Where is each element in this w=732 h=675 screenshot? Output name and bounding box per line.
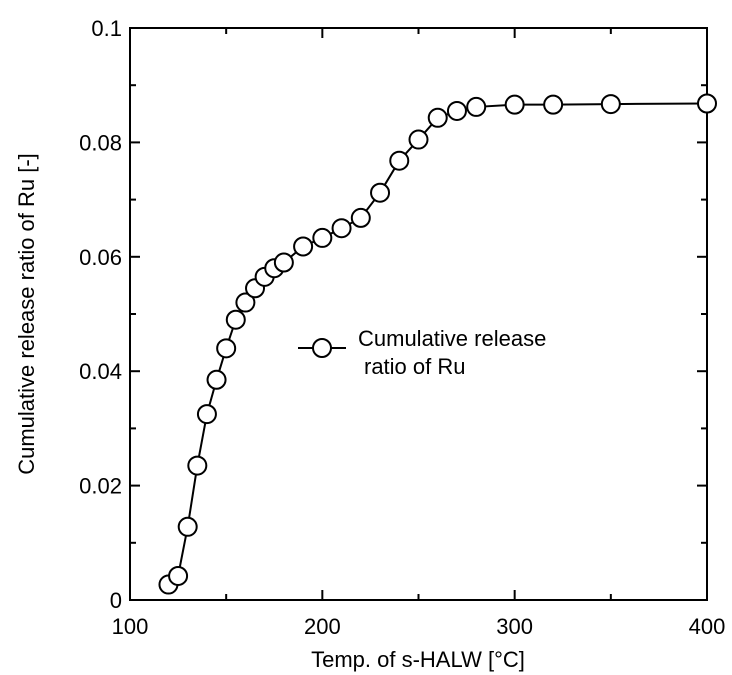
data-point: [177, 516, 198, 537]
data-point: [389, 150, 410, 171]
data-point: [446, 100, 467, 121]
ticks-layer: [129, 27, 708, 601]
y-tick-label: 0.04: [79, 359, 122, 384]
y-tick-label: 0: [110, 588, 122, 613]
x-tick-label: 200: [304, 614, 341, 639]
data-point: [168, 565, 189, 586]
data-point: [312, 227, 333, 248]
data-point: [206, 369, 227, 390]
data-point: [504, 94, 525, 115]
data-point: [350, 207, 371, 228]
y-tick-label: 0.02: [79, 474, 122, 499]
x-tick-label: 100: [112, 614, 149, 639]
data-point: [196, 404, 217, 425]
tick-labels-layer: 100 200 300 400 0 0.02 0.04 0.06 0.08 0.1: [79, 16, 725, 639]
data-point: [293, 236, 314, 257]
plot-frame: [129, 27, 708, 601]
y-axis-title: Cumulative release ratio of Ru [-]: [14, 153, 39, 475]
y-tick-label: 0.06: [79, 245, 122, 270]
data-point: [273, 252, 294, 273]
x-tick-label: 400: [689, 614, 726, 639]
data-point: [216, 338, 237, 359]
x-tick-label: 300: [496, 614, 533, 639]
data-point: [187, 455, 208, 476]
y-tick-label: 0.08: [79, 130, 122, 155]
data-point: [408, 129, 429, 150]
legend-label-line2: ratio of Ru: [364, 354, 466, 379]
x-axis-title: Temp. of s-HALW [°C]: [311, 647, 525, 672]
data-point: [331, 218, 352, 239]
series-layer: [158, 93, 717, 595]
data-point: [225, 309, 246, 330]
legend-label-line1: Cumulative release: [358, 326, 546, 351]
data-point: [370, 182, 391, 203]
legend-marker: [312, 338, 332, 358]
data-point: [543, 94, 564, 115]
data-point: [600, 94, 621, 115]
data-point: [235, 292, 256, 313]
data-point: [697, 93, 717, 114]
y-tick-label: 0.1: [91, 16, 122, 41]
data-point: [466, 96, 487, 117]
data-point: [427, 107, 448, 128]
legend: Cumulative release ratio of Ru: [298, 326, 546, 379]
